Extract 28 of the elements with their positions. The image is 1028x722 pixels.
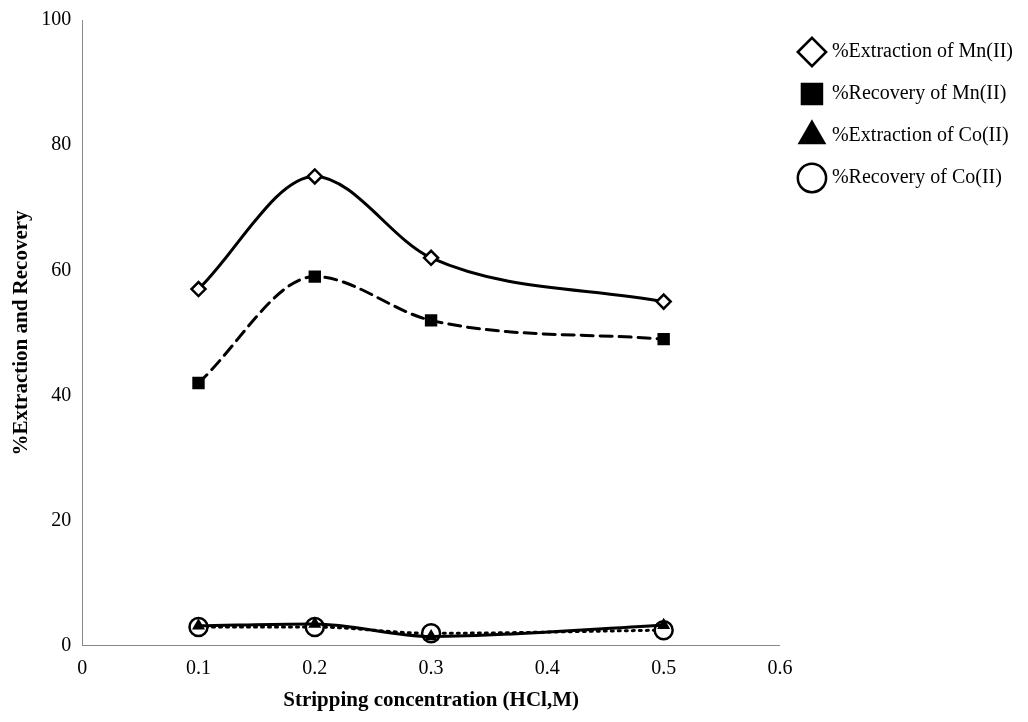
y-tick-label: 100	[41, 7, 72, 30]
x-tick-label: 0.2	[302, 656, 328, 679]
legend-label: %Recovery of Co(II)	[831, 165, 1002, 189]
x-tick-label: 0.4	[534, 656, 560, 679]
point	[422, 249, 440, 267]
x-axis-title: Stripping concentration (HCl,M)	[283, 686, 579, 711]
legend-label: %Recovery of Mn(II)	[831, 81, 1007, 105]
x-tick-label: 0	[77, 656, 88, 679]
point	[658, 618, 670, 629]
x-tick-label: 0.3	[418, 656, 444, 679]
point	[424, 314, 438, 327]
point	[655, 293, 672, 310]
y-tick-label: 0	[61, 633, 72, 656]
legend-label: %Extraction of Mn(II)	[831, 39, 1013, 63]
legend-label: %Extraction of Co(II)	[831, 123, 1009, 147]
x-tick-label: 0.5	[651, 656, 677, 679]
point	[306, 168, 324, 185]
x-tick-label: 0.1	[185, 656, 211, 679]
y-tick-label: 20	[51, 507, 72, 530]
y-tick-label: 80	[51, 132, 72, 155]
point	[190, 280, 207, 298]
x-tick-label: 0.6	[767, 656, 793, 679]
y-tick-label: 60	[51, 257, 72, 280]
point	[192, 376, 205, 390]
point	[657, 332, 670, 346]
y-tick-label: 40	[51, 382, 72, 405]
point	[308, 270, 321, 283]
y-axis-title: %Extraction and Recovery	[8, 209, 33, 456]
